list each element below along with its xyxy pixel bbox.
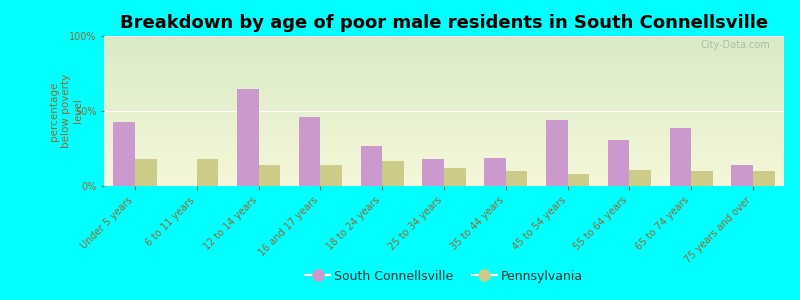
Bar [484, 158, 506, 186]
Bar [444, 168, 466, 186]
Bar [568, 174, 590, 186]
Bar [753, 171, 774, 186]
Bar [361, 146, 382, 186]
Bar [197, 159, 218, 186]
Bar [114, 122, 135, 186]
Bar [237, 88, 258, 186]
Bar [135, 159, 157, 186]
Bar [670, 128, 691, 186]
Bar [298, 117, 320, 186]
Bar [506, 171, 527, 186]
Bar [608, 140, 630, 186]
Bar [258, 165, 280, 186]
Text: City-Data.com: City-Data.com [701, 40, 770, 50]
Bar [382, 160, 404, 186]
Bar [422, 159, 444, 186]
Bar [691, 171, 713, 186]
Bar [320, 165, 342, 186]
Bar [630, 169, 651, 186]
Y-axis label: percentage
below poverty
level: percentage below poverty level [50, 74, 82, 148]
Bar [546, 120, 568, 186]
Title: Breakdown by age of poor male residents in South Connellsville: Breakdown by age of poor male residents … [120, 14, 768, 32]
Bar [731, 165, 753, 186]
Legend: South Connellsville, Pennsylvania: South Connellsville, Pennsylvania [300, 265, 588, 288]
